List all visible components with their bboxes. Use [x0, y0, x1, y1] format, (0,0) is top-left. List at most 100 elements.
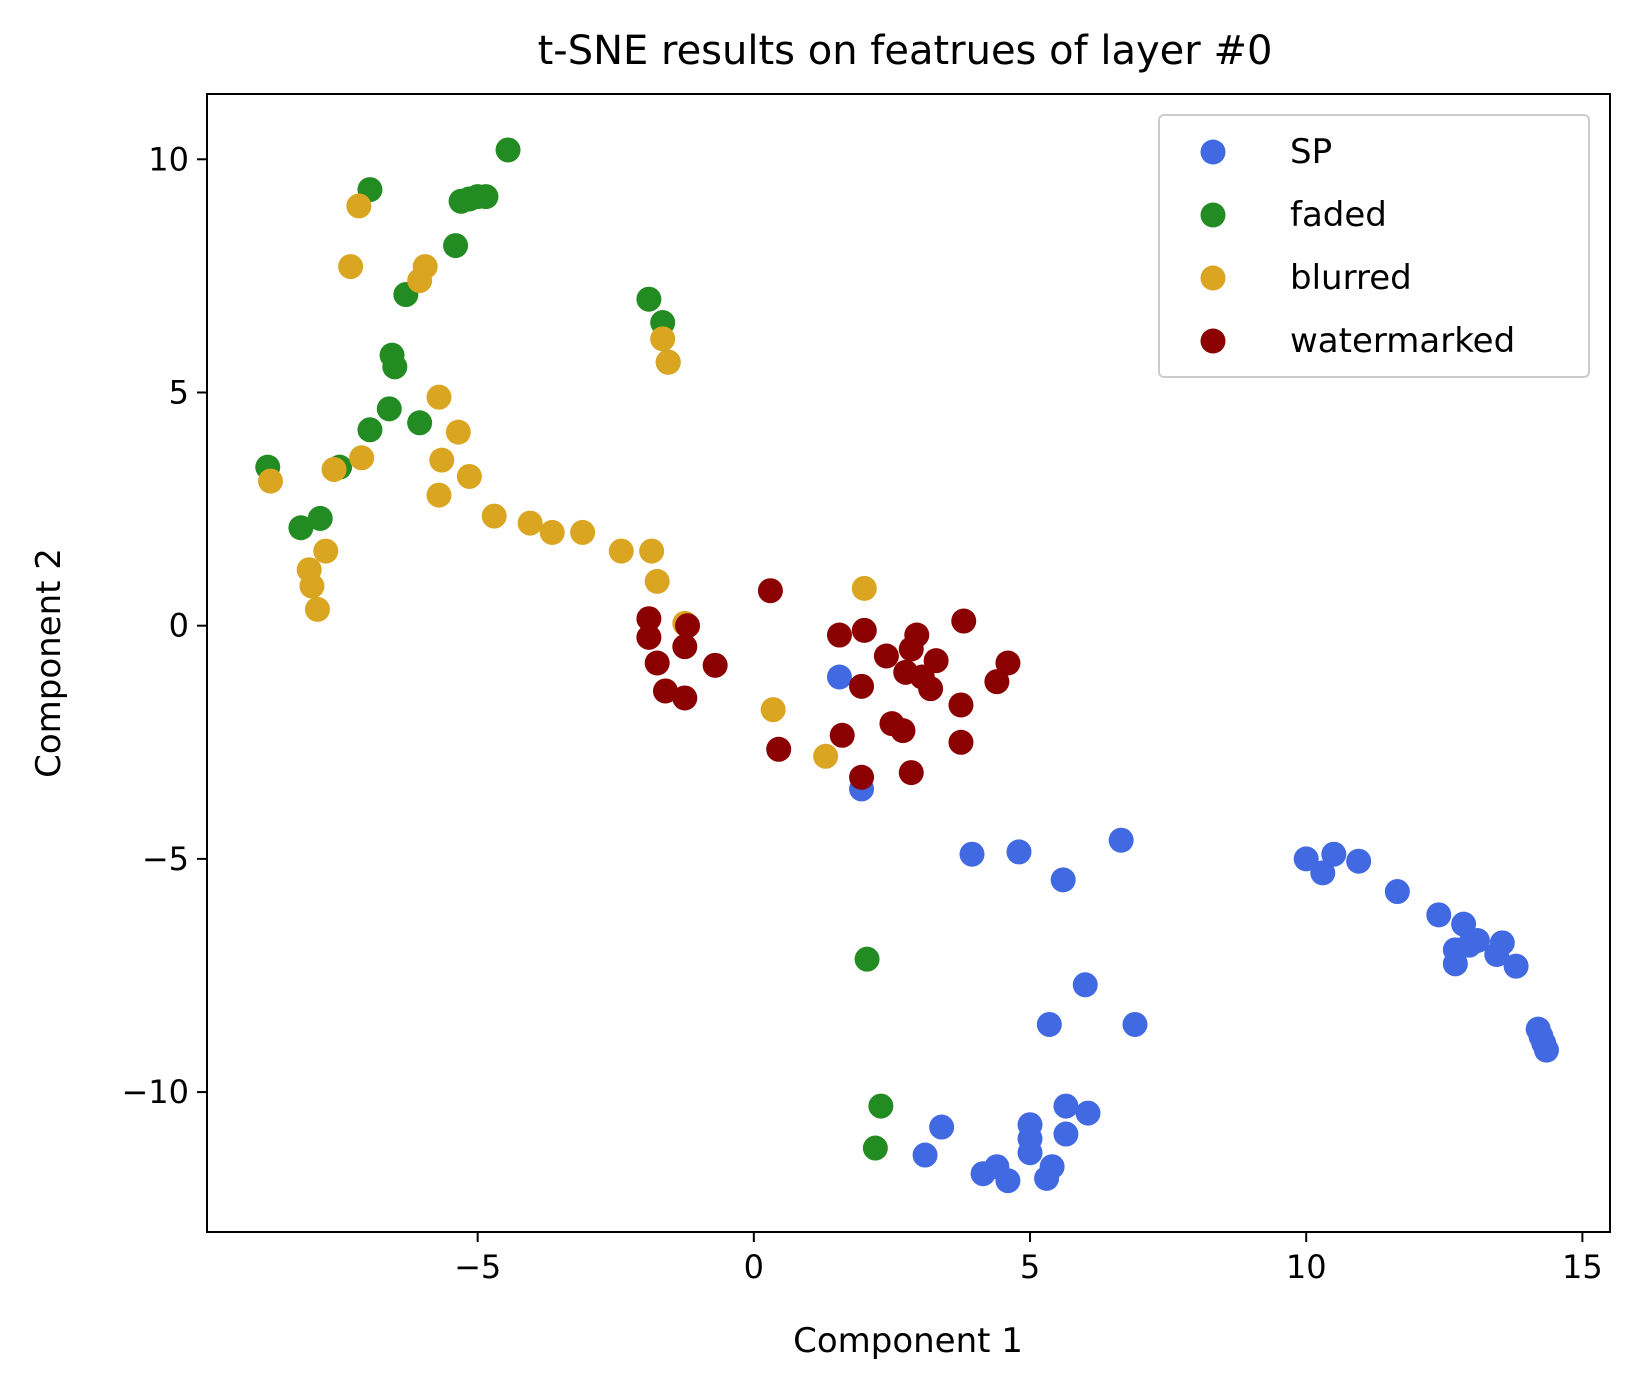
point-watermarked-14 — [849, 764, 875, 790]
point-blurred-16 — [539, 519, 565, 545]
point-watermarked-28 — [984, 669, 1010, 695]
point-blurred-14 — [481, 503, 507, 529]
point-blurred-5 — [655, 349, 681, 375]
point-blurred-26 — [851, 575, 877, 601]
point-SP-27 — [1426, 902, 1452, 928]
legend-marker-SP — [1200, 139, 1226, 165]
x-tick-label: 0 — [744, 1248, 764, 1286]
point-blurred-10 — [349, 445, 375, 471]
legend: SP faded blurred watermarked — [1158, 114, 1590, 378]
point-SP-25 — [1346, 848, 1372, 874]
point-blurred-12 — [258, 468, 284, 494]
point-watermarked-27 — [948, 729, 974, 755]
point-SP-23 — [1310, 860, 1336, 886]
point-watermarked-1 — [636, 606, 662, 632]
point-blurred-11 — [321, 456, 347, 482]
point-watermarked-9 — [766, 736, 792, 762]
x-axis-label: Component 1 — [793, 1321, 1023, 1361]
point-watermarked-26 — [948, 692, 974, 718]
y-tick-label: 10 — [148, 140, 189, 178]
legend-marker-faded — [1200, 202, 1226, 228]
point-blurred-18 — [608, 538, 634, 564]
point-watermarked-6 — [675, 613, 701, 639]
point-faded-6 — [443, 233, 469, 259]
x-tick-label: 15 — [1562, 1248, 1603, 1286]
point-blurred-3 — [407, 268, 433, 294]
point-blurred-7 — [445, 419, 471, 445]
point-faded-12 — [382, 354, 408, 380]
point-blurred-4 — [650, 326, 676, 352]
point-faded-13 — [376, 396, 402, 422]
point-faded-15 — [407, 410, 433, 436]
chart-title: t-SNE results on featrues of layer #0 — [538, 28, 1273, 74]
point-blurred-20 — [644, 568, 670, 594]
point-blurred-19 — [639, 538, 665, 564]
legend-marker-blurred — [1200, 265, 1226, 291]
point-watermarked-17 — [890, 718, 916, 744]
point-watermarked-2 — [636, 624, 662, 650]
point-watermarked-24 — [898, 760, 924, 786]
point-watermarked-3 — [644, 650, 670, 676]
point-SP-32 — [1464, 928, 1490, 954]
point-blurred-28 — [813, 743, 839, 769]
point-SP-13 — [995, 1168, 1021, 1194]
point-SP-20 — [1053, 1121, 1079, 1147]
point-blurred-13 — [426, 482, 452, 508]
point-SP-4 — [1050, 867, 1076, 893]
point-faded-0 — [495, 137, 521, 163]
y-axis-label: Component 2 — [29, 548, 69, 778]
point-blurred-6 — [426, 384, 452, 410]
point-SP-3 — [1006, 839, 1032, 865]
point-watermarked-23 — [923, 648, 949, 674]
point-watermarked-8 — [702, 652, 728, 678]
point-SP-29 — [1442, 951, 1468, 977]
plot-frame — [206, 93, 1611, 1233]
point-SP-30 — [1451, 911, 1477, 937]
legend-label-SP: SP — [1290, 132, 1332, 172]
point-faded-18 — [288, 515, 314, 541]
point-SP-0 — [826, 664, 852, 690]
point-faded-14 — [357, 417, 383, 443]
point-blurred-9 — [456, 463, 482, 489]
point-SP-8 — [1122, 1011, 1148, 1037]
point-watermarked-10 — [826, 622, 852, 648]
point-SP-18 — [1039, 1154, 1065, 1180]
legend-label-watermarked: watermarked — [1290, 321, 1515, 361]
point-blurred-27 — [760, 697, 786, 723]
y-tick-label: 5 — [169, 373, 189, 411]
x-tick-label: 10 — [1286, 1248, 1327, 1286]
point-SP-2 — [959, 841, 985, 867]
point-blurred-24 — [304, 596, 330, 622]
point-watermarked-12 — [849, 673, 875, 699]
point-blurred-21 — [313, 538, 339, 564]
y-tick-label: 0 — [169, 607, 189, 645]
point-watermarked-29 — [995, 650, 1021, 676]
point-watermarked-22 — [918, 676, 944, 702]
point-watermarked-5 — [672, 685, 698, 711]
point-blurred-23 — [299, 573, 325, 599]
point-SP-16 — [1017, 1140, 1043, 1166]
point-SP-5 — [1108, 827, 1134, 853]
point-SP-35 — [1503, 953, 1529, 979]
point-SP-19 — [1053, 1093, 1079, 1119]
point-faded-21 — [868, 1093, 894, 1119]
legend-box — [1158, 114, 1590, 378]
y-tick-label: −5 — [142, 840, 189, 878]
legend-label-faded: faded — [1290, 195, 1387, 235]
point-SP-6 — [1072, 972, 1098, 998]
point-SP-21 — [1075, 1100, 1101, 1126]
point-faded-19 — [307, 505, 333, 531]
point-SP-39 — [1533, 1037, 1559, 1063]
point-blurred-15 — [517, 510, 543, 536]
point-SP-24 — [1321, 841, 1347, 867]
legend-marker-watermarked — [1200, 328, 1226, 354]
point-watermarked-7 — [672, 634, 698, 660]
point-SP-34 — [1489, 930, 1515, 956]
point-blurred-17 — [570, 519, 596, 545]
series-watermarked — [636, 578, 1021, 790]
point-SP-9 — [929, 1114, 955, 1140]
point-blurred-1 — [338, 254, 364, 280]
legend-label-blurred: blurred — [1290, 258, 1412, 298]
point-SP-26 — [1384, 879, 1410, 905]
